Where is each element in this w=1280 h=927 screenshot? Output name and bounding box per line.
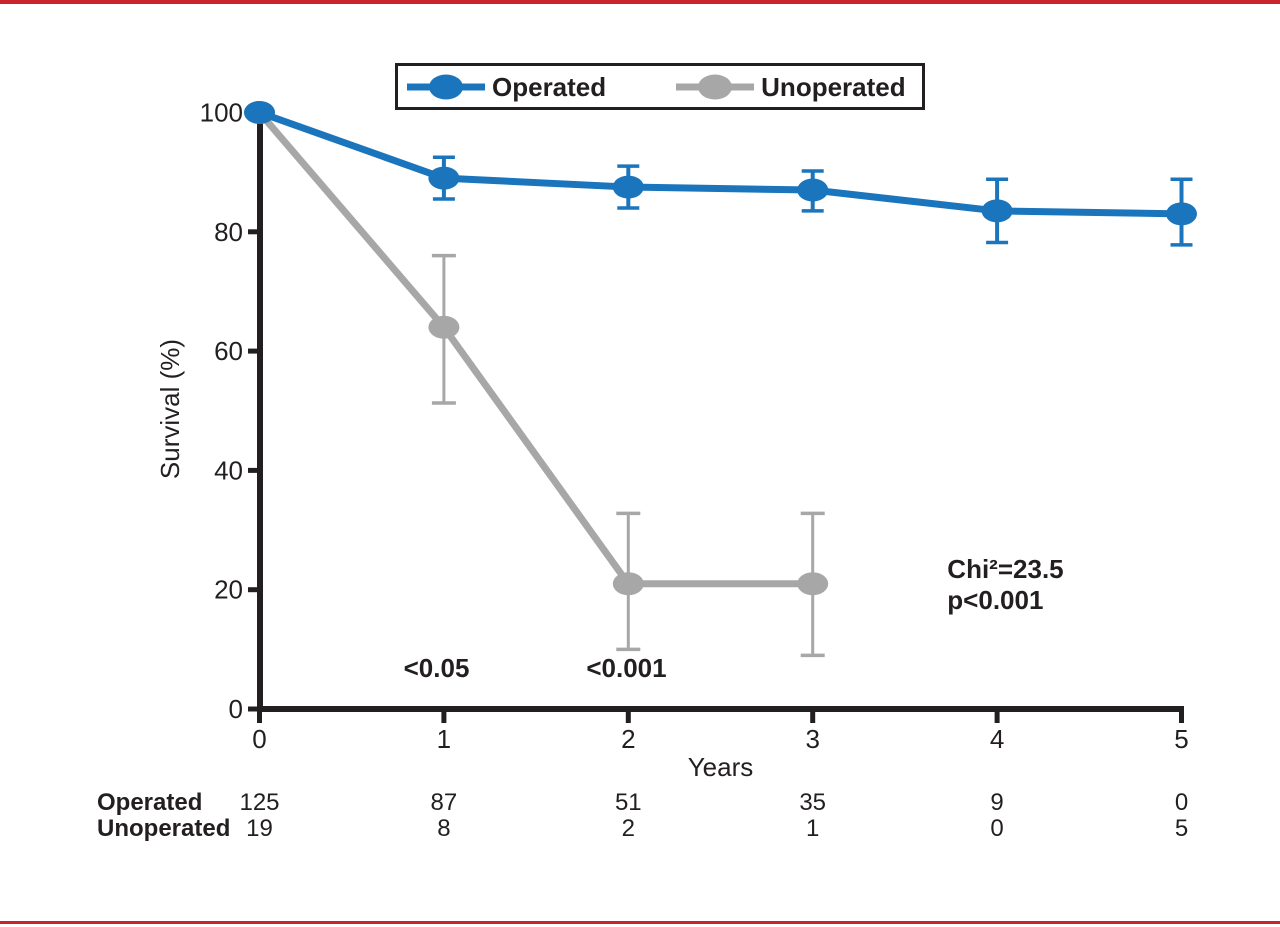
annotation-text: p<0.001: [947, 585, 1043, 615]
chart-legend: Operated Unoperated: [395, 63, 925, 110]
legend-item-operated: Operated: [407, 72, 606, 102]
y-tick-label: 20: [214, 575, 243, 605]
risk-count: 5: [1174, 815, 1189, 842]
bottom-border-rule: [0, 921, 1280, 924]
risk-count: 35: [799, 789, 827, 816]
risk-row-label: Operated: [97, 789, 203, 816]
data-point-operated: [981, 199, 1013, 223]
risk-count: 2: [621, 815, 635, 842]
x-tick-label: 2: [621, 724, 635, 754]
operated-marker-icon: [407, 74, 485, 99]
data-point-operated: [428, 166, 460, 190]
y-tick-label: 60: [214, 336, 243, 366]
risk-count: 0: [1174, 789, 1189, 816]
risk-count: 125: [239, 789, 280, 816]
x-tick-label: 4: [990, 724, 1004, 754]
y-tick-label: 40: [214, 455, 243, 485]
legend-item-unoperated: Unoperated: [676, 71, 906, 102]
x-tick-label: 3: [805, 724, 819, 754]
risk-count: 19: [246, 815, 273, 842]
y-tick-label: 0: [229, 694, 243, 724]
risk-count: 9: [990, 789, 1004, 816]
legend-label-unoperated: Unoperated: [761, 71, 906, 102]
risk-count: 0: [990, 815, 1004, 842]
risk-table-row-unoperated: Unoperated 19 8 2 1 0 5: [0, 816, 1280, 842]
risk-row-label: Unoperated: [97, 815, 231, 842]
x-tick-label: 1: [437, 724, 451, 754]
data-point-operated: [797, 178, 829, 202]
series-line-operated: [258, 109, 1182, 218]
y-axis-title: Survival (%): [155, 339, 185, 479]
data-point-operated: [1166, 202, 1197, 226]
data-point-unoperated: [428, 315, 460, 339]
legend-label-operated: Operated: [492, 71, 607, 102]
series-line-unoperated: [256, 110, 813, 588]
annotation-text: Chi²=23.5: [947, 554, 1063, 584]
risk-table-row-operated: Operated 125 87 51 35 9 0: [0, 790, 1280, 816]
risk-count: 87: [430, 789, 458, 816]
risk-count: 8: [437, 815, 451, 842]
annotation-text: <0.001: [586, 653, 666, 683]
annotation-text: <0.05: [404, 653, 470, 683]
x-axis-title: Years: [688, 752, 754, 782]
top-border-rule: [0, 0, 1280, 4]
unoperated-marker-icon: [676, 74, 755, 99]
risk-count: 1: [806, 815, 820, 842]
x-tick-label: 5: [1174, 724, 1188, 754]
data-point-unoperated: [612, 572, 644, 596]
data-point-operated: [612, 175, 644, 199]
x-tick-label: 0: [252, 724, 266, 754]
y-tick-label: 100: [200, 98, 243, 128]
data-point-unoperated: [797, 572, 829, 596]
y-tick-label: 80: [214, 217, 243, 247]
data-point-operated: [244, 101, 275, 124]
risk-count: 51: [614, 789, 642, 816]
